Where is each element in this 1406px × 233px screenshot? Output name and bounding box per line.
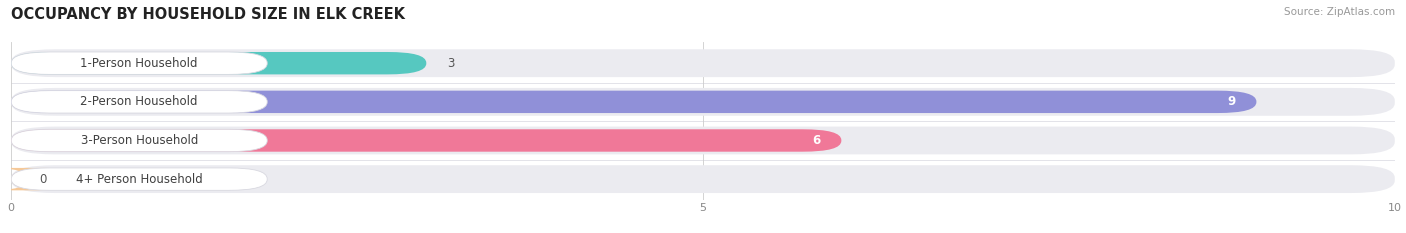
FancyBboxPatch shape bbox=[11, 91, 1257, 113]
FancyBboxPatch shape bbox=[11, 129, 267, 152]
Text: 3-Person Household: 3-Person Household bbox=[80, 134, 198, 147]
Text: 0: 0 bbox=[39, 173, 46, 186]
Text: 4+ Person Household: 4+ Person Household bbox=[76, 173, 202, 186]
FancyBboxPatch shape bbox=[11, 88, 1395, 116]
FancyBboxPatch shape bbox=[11, 52, 267, 74]
Text: 1-Person Household: 1-Person Household bbox=[80, 57, 198, 70]
FancyBboxPatch shape bbox=[11, 127, 1395, 154]
Text: 6: 6 bbox=[813, 134, 821, 147]
Text: 3: 3 bbox=[447, 57, 454, 70]
Text: OCCUPANCY BY HOUSEHOLD SIZE IN ELK CREEK: OCCUPANCY BY HOUSEHOLD SIZE IN ELK CREEK bbox=[11, 7, 405, 22]
FancyBboxPatch shape bbox=[11, 165, 1395, 193]
Text: 9: 9 bbox=[1227, 95, 1236, 108]
FancyBboxPatch shape bbox=[11, 91, 267, 113]
FancyBboxPatch shape bbox=[11, 168, 267, 190]
Text: 2-Person Household: 2-Person Household bbox=[80, 95, 198, 108]
Text: Source: ZipAtlas.com: Source: ZipAtlas.com bbox=[1284, 7, 1395, 17]
FancyBboxPatch shape bbox=[0, 168, 51, 190]
FancyBboxPatch shape bbox=[11, 49, 1395, 77]
FancyBboxPatch shape bbox=[11, 129, 841, 152]
FancyBboxPatch shape bbox=[11, 52, 426, 74]
